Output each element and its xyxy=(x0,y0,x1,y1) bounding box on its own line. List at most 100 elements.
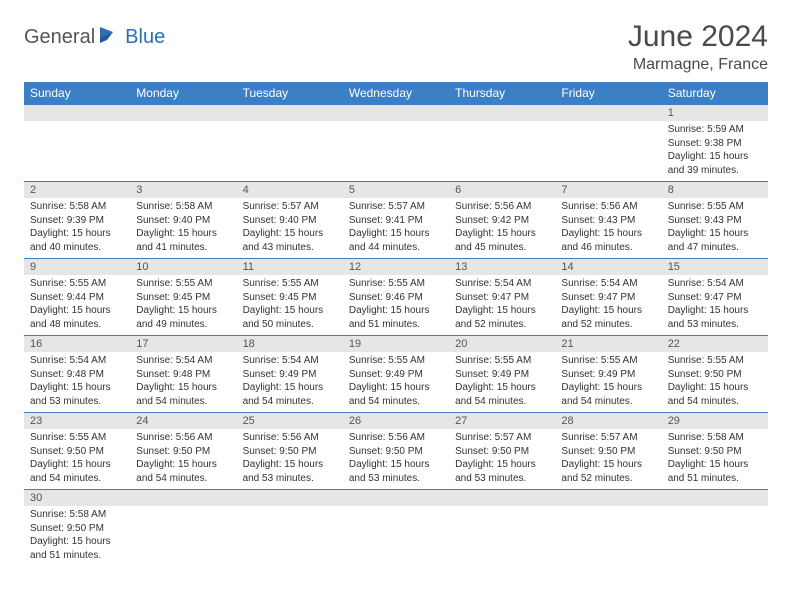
sunrise-text: Sunrise: 5:56 AM xyxy=(455,200,549,214)
weekday-header: Sunday xyxy=(24,82,130,105)
daylight-text-2: and 53 minutes. xyxy=(349,472,443,486)
daylight-text-1: Daylight: 15 hours xyxy=(136,458,230,472)
sunrise-text: Sunrise: 5:54 AM xyxy=(561,277,655,291)
day-number-cell: 22 xyxy=(662,336,768,353)
day-detail-cell: Sunrise: 5:55 AMSunset: 9:43 PMDaylight:… xyxy=(662,198,768,259)
day-detail-cell xyxy=(343,121,449,182)
day-number-cell: 9 xyxy=(24,259,130,276)
sunset-text: Sunset: 9:46 PM xyxy=(349,291,443,305)
daylight-text-1: Daylight: 15 hours xyxy=(668,458,762,472)
header: General Blue June 2024 Marmagne, France xyxy=(24,20,768,74)
day-detail-cell: Sunrise: 5:58 AMSunset: 9:39 PMDaylight:… xyxy=(24,198,130,259)
day-number-cell: 15 xyxy=(662,259,768,276)
daylight-text-2: and 40 minutes. xyxy=(30,241,124,255)
daylight-text-2: and 41 minutes. xyxy=(136,241,230,255)
day-detail-cell xyxy=(237,121,343,182)
sunset-text: Sunset: 9:50 PM xyxy=(668,368,762,382)
day-number-cell: 19 xyxy=(343,336,449,353)
daylight-text-1: Daylight: 15 hours xyxy=(668,227,762,241)
daylight-text-2: and 54 minutes. xyxy=(561,395,655,409)
daylight-text-2: and 53 minutes. xyxy=(30,395,124,409)
day-number-cell xyxy=(555,105,661,122)
daylight-text-2: and 50 minutes. xyxy=(243,318,337,332)
day-detail-cell xyxy=(130,121,236,182)
day-number-cell: 20 xyxy=(449,336,555,353)
day-detail-cell: Sunrise: 5:56 AMSunset: 9:50 PMDaylight:… xyxy=(130,429,236,490)
daylight-text-1: Daylight: 15 hours xyxy=(30,304,124,318)
sunrise-text: Sunrise: 5:54 AM xyxy=(668,277,762,291)
day-number-cell: 1 xyxy=(662,105,768,122)
sunset-text: Sunset: 9:41 PM xyxy=(349,214,443,228)
daylight-text-1: Daylight: 15 hours xyxy=(349,227,443,241)
weekday-header: Saturday xyxy=(662,82,768,105)
sunset-text: Sunset: 9:43 PM xyxy=(668,214,762,228)
day-detail-row: Sunrise: 5:54 AM Sunset: 9:48 PM Daylight:… xyxy=(24,352,768,413)
day-detail-cell: Sunrise: 5:55 AMSunset: 9:45 PMDaylight:… xyxy=(237,275,343,336)
day-number-cell: 10 xyxy=(130,259,236,276)
sunset-text: Sunset: 9:49 PM xyxy=(561,368,655,382)
daylight-text-1: Daylight: 15 hours xyxy=(561,304,655,318)
sunrise-text: Sunrise: 5:56 AM xyxy=(349,431,443,445)
sunset-text: Sunset: 9:47 PM xyxy=(455,291,549,305)
daylight-text-1: Daylight: 15 hours xyxy=(668,150,762,164)
daylight-text-1: Daylight: 15 hours xyxy=(30,381,124,395)
flag-icon xyxy=(99,26,121,49)
day-number-cell: 26 xyxy=(343,413,449,430)
sunset-text: Sunset: 9:44 PM xyxy=(30,291,124,305)
sunset-text: Sunset: 9:49 PM xyxy=(455,368,549,382)
sunrise-text: Sunrise: 5:58 AM xyxy=(668,431,762,445)
day-number-cell: 16 xyxy=(24,336,130,353)
weekday-header: Friday xyxy=(555,82,661,105)
sunset-text: Sunset: 9:50 PM xyxy=(668,445,762,459)
daylight-text-2: and 39 minutes. xyxy=(668,164,762,178)
day-number-row: 23242526272829 xyxy=(24,413,768,430)
day-detail-cell: Sunrise: 5:58 AMSunset: 9:40 PMDaylight:… xyxy=(130,198,236,259)
sunrise-text: Sunrise: 5:55 AM xyxy=(668,200,762,214)
daylight-text-2: and 49 minutes. xyxy=(136,318,230,332)
sunset-text: Sunset: 9:50 PM xyxy=(561,445,655,459)
day-number-cell xyxy=(237,490,343,507)
sunset-text: Sunset: 9:45 PM xyxy=(243,291,337,305)
daylight-text-1: Daylight: 15 hours xyxy=(243,227,337,241)
day-number-cell xyxy=(555,490,661,507)
day-detail-cell: Sunrise: 5:55 AMSunset: 9:49 PMDaylight:… xyxy=(343,352,449,413)
day-number-cell: 2 xyxy=(24,182,130,199)
day-detail-cell: Sunrise: 5:57 AMSunset: 9:40 PMDaylight:… xyxy=(237,198,343,259)
daylight-text-2: and 52 minutes. xyxy=(561,318,655,332)
day-detail-cell xyxy=(449,121,555,182)
day-number-cell xyxy=(343,490,449,507)
sunrise-text: Sunrise: 5:55 AM xyxy=(30,277,124,291)
sunrise-text: Sunrise: 5:57 AM xyxy=(455,431,549,445)
day-detail-cell xyxy=(343,506,449,566)
sunrise-text: Sunrise: 5:54 AM xyxy=(243,354,337,368)
weekday-header: Tuesday xyxy=(237,82,343,105)
sunset-text: Sunset: 9:43 PM xyxy=(561,214,655,228)
sunset-text: Sunset: 9:47 PM xyxy=(668,291,762,305)
daylight-text-2: and 46 minutes. xyxy=(561,241,655,255)
daylight-text-1: Daylight: 15 hours xyxy=(30,458,124,472)
daylight-text-2: and 44 minutes. xyxy=(349,241,443,255)
daylight-text-1: Daylight: 15 hours xyxy=(455,381,549,395)
day-number-cell: 13 xyxy=(449,259,555,276)
sunset-text: Sunset: 9:48 PM xyxy=(136,368,230,382)
daylight-text-2: and 54 minutes. xyxy=(243,395,337,409)
day-number-cell xyxy=(24,105,130,122)
daylight-text-2: and 53 minutes. xyxy=(668,318,762,332)
daylight-text-1: Daylight: 15 hours xyxy=(561,458,655,472)
daylight-text-1: Daylight: 15 hours xyxy=(455,227,549,241)
sunset-text: Sunset: 9:47 PM xyxy=(561,291,655,305)
day-detail-cell xyxy=(237,506,343,566)
day-detail-cell: Sunrise: 5:54 AMSunset: 9:48 PMDaylight:… xyxy=(130,352,236,413)
day-number-cell: 14 xyxy=(555,259,661,276)
day-detail-cell: Sunrise: 5:55 AMSunset: 9:45 PMDaylight:… xyxy=(130,275,236,336)
day-number-row: 9101112131415 xyxy=(24,259,768,276)
day-number-cell xyxy=(449,490,555,507)
day-number-cell: 28 xyxy=(555,413,661,430)
brand-part1: General xyxy=(24,26,95,49)
day-number-cell: 27 xyxy=(449,413,555,430)
sunrise-text: Sunrise: 5:55 AM xyxy=(136,277,230,291)
sunset-text: Sunset: 9:50 PM xyxy=(30,445,124,459)
daylight-text-2: and 54 minutes. xyxy=(349,395,443,409)
day-detail-cell: Sunrise: 5:54 AMSunset: 9:47 PMDaylight:… xyxy=(662,275,768,336)
day-detail-row: Sunrise: 5:55 AMSunset: 9:44 PMDaylight:… xyxy=(24,275,768,336)
